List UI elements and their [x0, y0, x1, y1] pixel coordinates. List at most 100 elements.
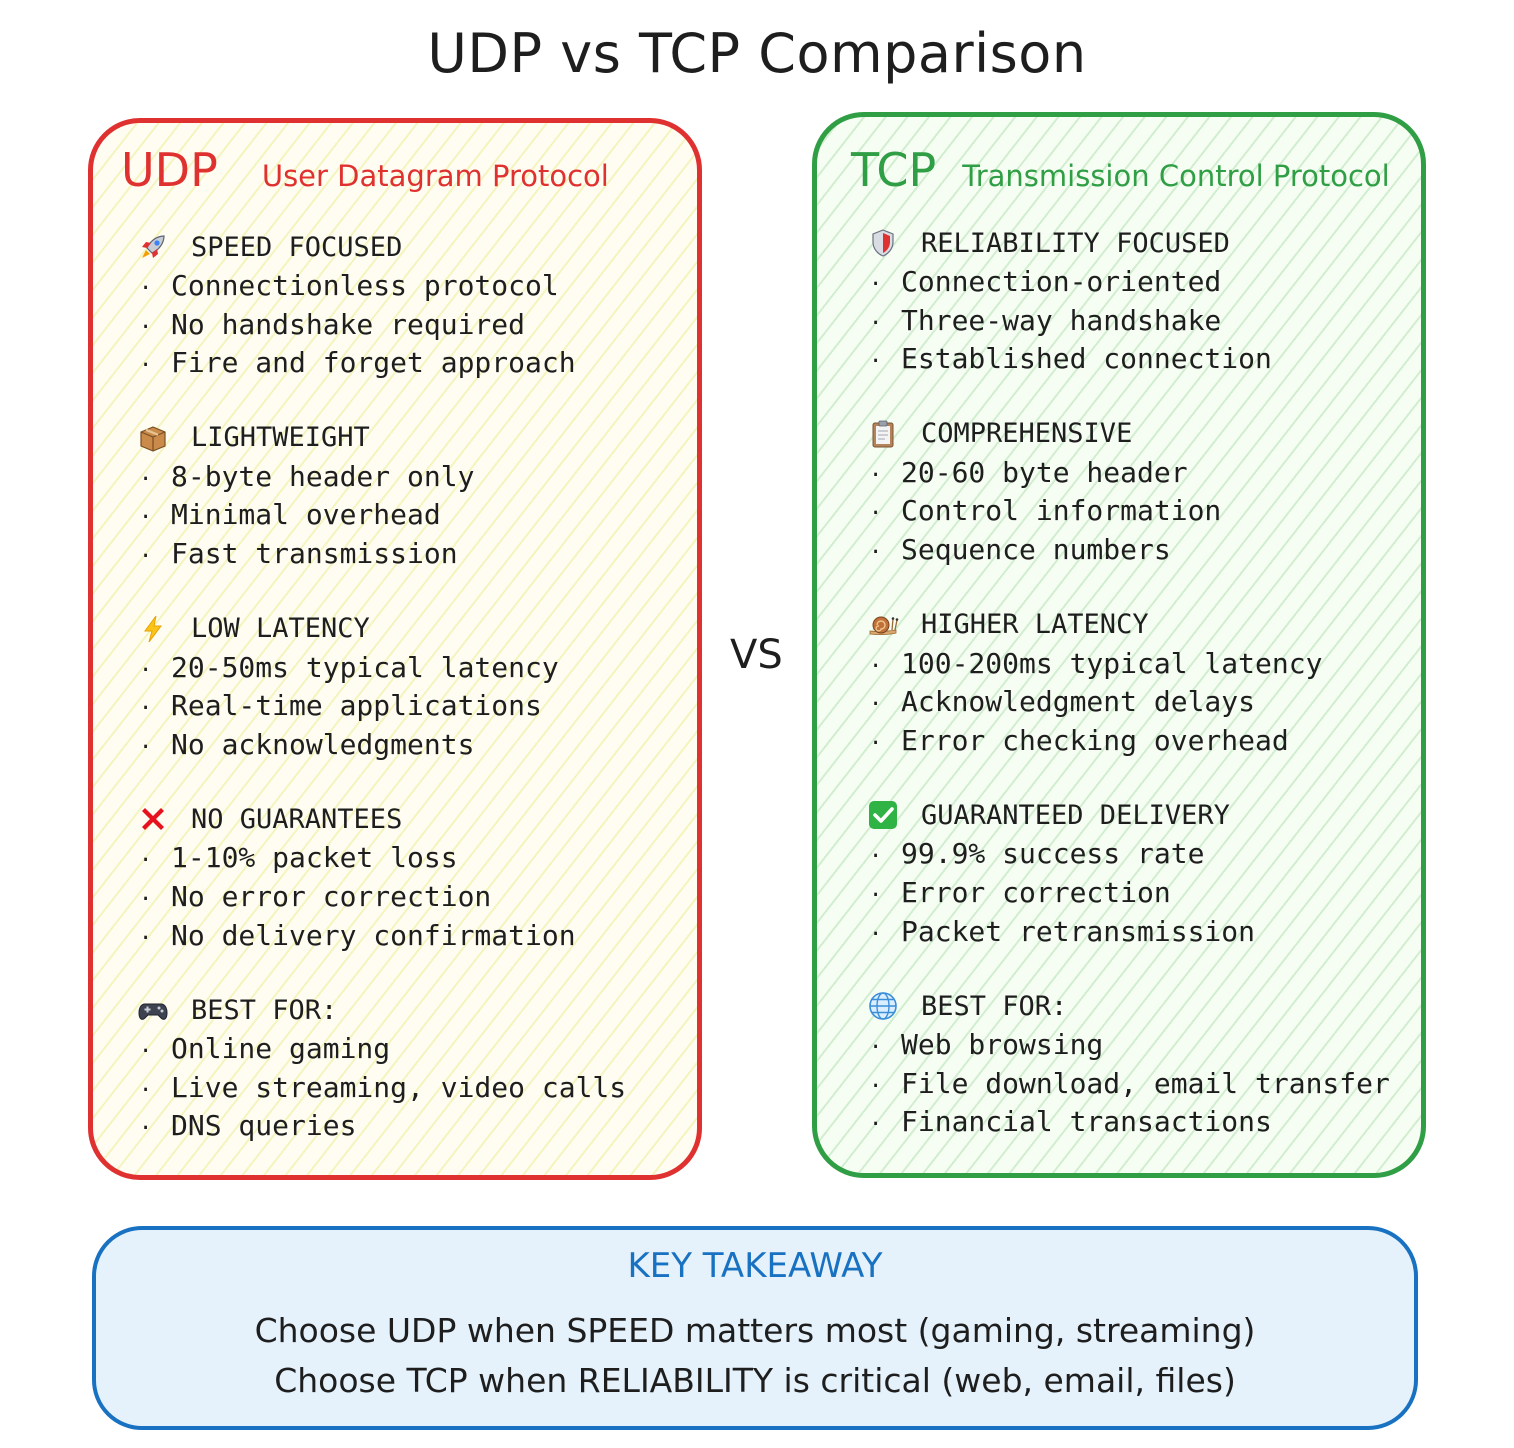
list-item: · Online gaming: [137, 1030, 687, 1069]
snail-icon: [867, 609, 899, 641]
cross-mark-icon: [137, 803, 169, 835]
key-takeaway-tcp-line: Choose TCP when RELIABILITY is critical …: [274, 1361, 1236, 1400]
list-item: · No error correction: [137, 878, 687, 917]
list-item: · DNS queries: [137, 1107, 687, 1146]
tcp-section-comprehensive: COMPREHENSIVE · 20-60 byte header · Contro…: [867, 414, 1411, 570]
list-item: · No handshake required: [137, 306, 687, 345]
list-item: · Acknowledgment delays: [867, 683, 1411, 722]
bullet-dot: ·: [869, 844, 883, 870]
list-item: · Error checking overhead: [867, 722, 1411, 761]
udp-full-name: User Datagram Protocol: [261, 159, 609, 193]
section-heading: LOW LATENCY: [137, 609, 687, 649]
udp-section-best-for: BEST FOR: · Online gaming · Live streaming…: [137, 990, 687, 1146]
list-item: · 1-10% packet loss: [137, 839, 687, 878]
lightning-icon: [137, 613, 169, 645]
section-title: BEST FOR:: [921, 990, 1068, 1022]
bullet-dot: ·: [139, 886, 153, 912]
bullet-dot: ·: [869, 310, 883, 336]
game-controller-icon: [137, 994, 169, 1026]
page-title: UDP vs TCP Comparison: [427, 22, 1087, 85]
tcp-section-delivery: GUARANTEED DELIVERY · 99.9% success rate …: [867, 795, 1411, 951]
bullet-dot: ·: [139, 696, 153, 722]
bullet-dot: ·: [869, 730, 883, 756]
section-heading: LIGHTWEIGHT: [137, 418, 687, 458]
list-item: · Established connection: [867, 340, 1411, 379]
section-title: SPEED FOCUSED: [191, 231, 403, 263]
list-item: · Three-way handshake: [867, 302, 1411, 341]
bullet-dot: ·: [139, 734, 153, 760]
list-item: · Connection-oriented: [867, 263, 1411, 302]
check-mark-icon: [867, 799, 899, 831]
section-heading: BEST FOR:: [137, 990, 687, 1030]
list-item: · Minimal overhead: [137, 496, 687, 535]
section-title: LOW LATENCY: [191, 613, 370, 645]
udp-section-speed: SPEED FOCUSED · Connectionless protocol ·…: [137, 227, 687, 383]
bullet-dot: ·: [869, 692, 883, 718]
bullet-dot: ·: [139, 1039, 153, 1065]
tcp-panel: TCP Transmission Control Protocol RELIABI…: [812, 112, 1426, 1178]
bullet-dot: ·: [869, 272, 883, 297]
section-heading: RELIABILITY FOCUSED: [867, 223, 1411, 263]
bullet-dot: ·: [869, 653, 883, 679]
bullet-dot: ·: [869, 539, 883, 565]
tcp-section-best-for: BEST FOR: · Web browsing · File download, …: [867, 986, 1411, 1142]
list-item: · 100-200ms typical latency: [867, 645, 1411, 684]
bullet-dot: ·: [139, 505, 153, 531]
udp-section-latency: LOW LATENCY · 20-50ms typical latency · Re…: [137, 609, 687, 765]
tcp-panel-header: TCP Transmission Control Protocol: [851, 143, 1390, 197]
bullet-dot: ·: [139, 466, 153, 492]
tcp-section-reliability: RELIABILITY FOCUSED · Connection-oriented…: [867, 223, 1411, 379]
bullet-dot: ·: [869, 1112, 883, 1138]
list-item: · Live streaming, video calls: [137, 1069, 687, 1108]
section-title: NO GUARANTEES: [191, 803, 403, 835]
bullet-dot: ·: [869, 349, 883, 375]
shield-icon: [867, 227, 899, 259]
section-title: RELIABILITY FOCUSED: [921, 227, 1230, 259]
key-takeaway-title: KEY TAKEAWAY: [627, 1246, 883, 1286]
section-heading: HIGHER LATENCY: [867, 605, 1411, 645]
section-title: GUARANTEED DELIVERY: [921, 799, 1230, 831]
section-heading: GUARANTEED DELIVERY: [867, 795, 1411, 835]
udp-sections: SPEED FOCUSED · Connectionless protocol ·…: [137, 227, 687, 1175]
list-item: · Financial transactions: [867, 1103, 1411, 1142]
udp-abbreviation: UDP: [121, 143, 218, 197]
udp-panel-header: UDP User Datagram Protocol: [121, 143, 609, 197]
section-heading: BEST FOR:: [867, 986, 1411, 1026]
bullet-dot: ·: [139, 925, 153, 951]
section-heading: NO GUARANTEES: [137, 799, 687, 839]
section-heading: COMPREHENSIVE: [867, 414, 1411, 454]
tcp-sections: RELIABILITY FOCUSED · Connection-oriented…: [867, 223, 1411, 1173]
bullet-dot: ·: [869, 882, 883, 908]
list-item: · Packet retransmission: [867, 913, 1411, 952]
package-icon: [137, 422, 169, 454]
udp-panel: UDP User Datagram Protocol SPEED FOCUSED …: [88, 118, 702, 1180]
list-item: · 8-byte header only: [137, 458, 687, 497]
section-title: COMPREHENSIVE: [921, 418, 1133, 450]
list-item: · 20-50ms typical latency: [137, 649, 687, 688]
tcp-section-latency: HIGHER LATENCY · 100-200ms typical latenc…: [867, 605, 1411, 761]
list-item: · File download, email transfer: [867, 1065, 1411, 1104]
list-item: · Fire and forget approach: [137, 344, 687, 383]
tcp-abbreviation: TCP: [851, 143, 937, 197]
bullet-dot: ·: [139, 276, 153, 301]
bullet-dot: ·: [869, 1073, 883, 1099]
list-item: · 99.9% success rate: [867, 835, 1411, 874]
list-item: · Error correction: [867, 874, 1411, 913]
list-item: · Connectionless protocol: [137, 267, 687, 306]
vs-label: VS: [730, 632, 783, 678]
udp-section-lightweight: LIGHTWEIGHT · 8-byte header only · Minimal…: [137, 418, 687, 574]
bullet-dot: ·: [139, 314, 153, 340]
bullet-dot: ·: [869, 462, 883, 488]
list-item: · No delivery confirmation: [137, 917, 687, 956]
list-item: · Real-time applications: [137, 687, 687, 726]
clipboard-icon: [867, 418, 899, 450]
bullet-dot: ·: [139, 848, 153, 874]
bullet-dot: ·: [139, 1116, 153, 1142]
bullet-dot: ·: [869, 921, 883, 947]
list-item: · Sequence numbers: [867, 531, 1411, 570]
section-heading: SPEED FOCUSED: [137, 227, 687, 267]
list-item: · Control information: [867, 492, 1411, 531]
udp-section-guarantees: NO GUARANTEES · 1-10% packet loss · No err…: [137, 799, 687, 955]
section-title: BEST FOR:: [191, 994, 338, 1026]
list-item: · Web browsing: [867, 1026, 1411, 1065]
